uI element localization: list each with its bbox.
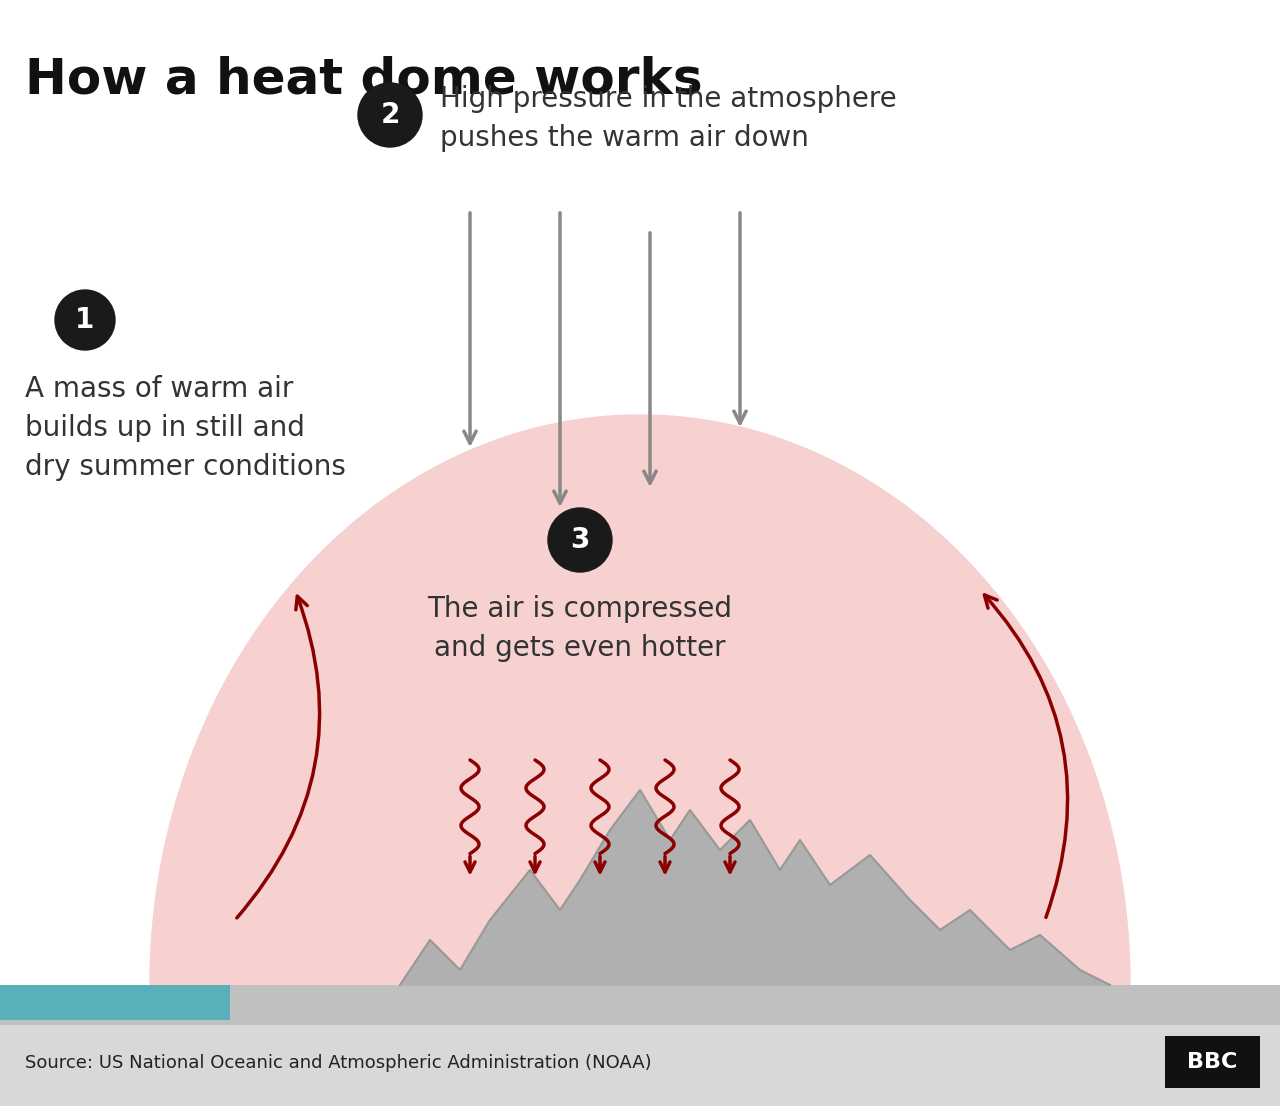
Text: High pressure in the atmosphere
pushes the warm air down: High pressure in the atmosphere pushes t… (440, 85, 897, 152)
Text: The air is compressed
and gets even hotter: The air is compressed and gets even hott… (428, 595, 732, 662)
Text: How a heat dome works: How a heat dome works (26, 55, 703, 103)
Circle shape (548, 508, 612, 572)
Circle shape (55, 290, 115, 349)
Text: 2: 2 (380, 101, 399, 129)
Text: 3: 3 (571, 526, 590, 554)
Text: A mass of warm air
builds up in still and
dry summer conditions: A mass of warm air builds up in still an… (26, 375, 346, 481)
Polygon shape (399, 790, 1110, 985)
Text: 1: 1 (76, 306, 95, 334)
Bar (0, 1021, 1280, 1106)
Bar (0, 985, 1280, 1025)
Bar (0, 985, 230, 1020)
Text: Source: US National Oceanic and Atmospheric Administration (NOAA): Source: US National Oceanic and Atmosphe… (26, 1054, 652, 1073)
Circle shape (358, 83, 422, 147)
Text: BBC: BBC (1187, 1052, 1238, 1072)
Bar (1165, 1036, 1260, 1088)
Polygon shape (150, 415, 1130, 985)
